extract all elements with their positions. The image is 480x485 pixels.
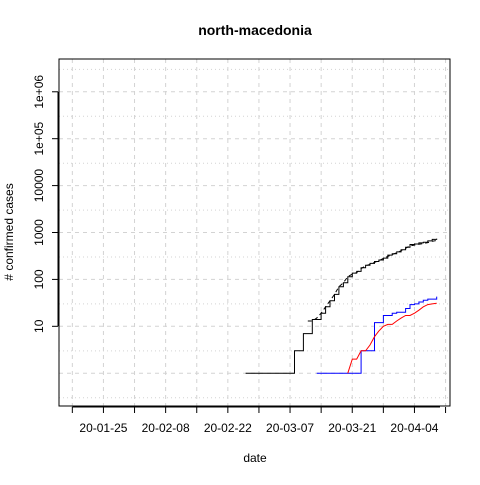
y-axis-label: # confirmed cases bbox=[2, 183, 16, 280]
y-tick-label: 1e+05 bbox=[32, 122, 46, 156]
series-line-4 bbox=[347, 302, 437, 374]
chart-title: north-macedonia bbox=[198, 22, 312, 38]
x-axis: 20-01-25 20-02-08 20-02-22 20-03-07 20-03-21… bbox=[71, 406, 447, 435]
x-tick-label: 20-03-07 bbox=[266, 421, 314, 435]
grid bbox=[59, 59, 450, 406]
series-line-3 bbox=[316, 296, 438, 374]
y-tick-label: 100 bbox=[32, 269, 46, 289]
y-axis: 10 100 1000 10000 1e+05 1e+06 bbox=[32, 75, 59, 333]
x-tick-label: 20-02-22 bbox=[204, 421, 252, 435]
series-group bbox=[245, 238, 438, 374]
y-tick-label: 10 bbox=[32, 319, 46, 333]
y-tick-label: 10000 bbox=[32, 169, 46, 203]
x-axis-label: date bbox=[243, 451, 267, 465]
x-tick-label: 20-01-25 bbox=[79, 421, 127, 435]
x-tick-label: 20-04-04 bbox=[390, 421, 438, 435]
y-tick-label: 1000 bbox=[32, 219, 46, 246]
plot-frame bbox=[58, 58, 451, 407]
x-tick-label: 20-02-08 bbox=[142, 421, 190, 435]
series-line-2 bbox=[307, 239, 437, 322]
x-tick-label: 20-03-21 bbox=[328, 421, 376, 435]
y-tick-label: 1e+06 bbox=[32, 75, 46, 109]
